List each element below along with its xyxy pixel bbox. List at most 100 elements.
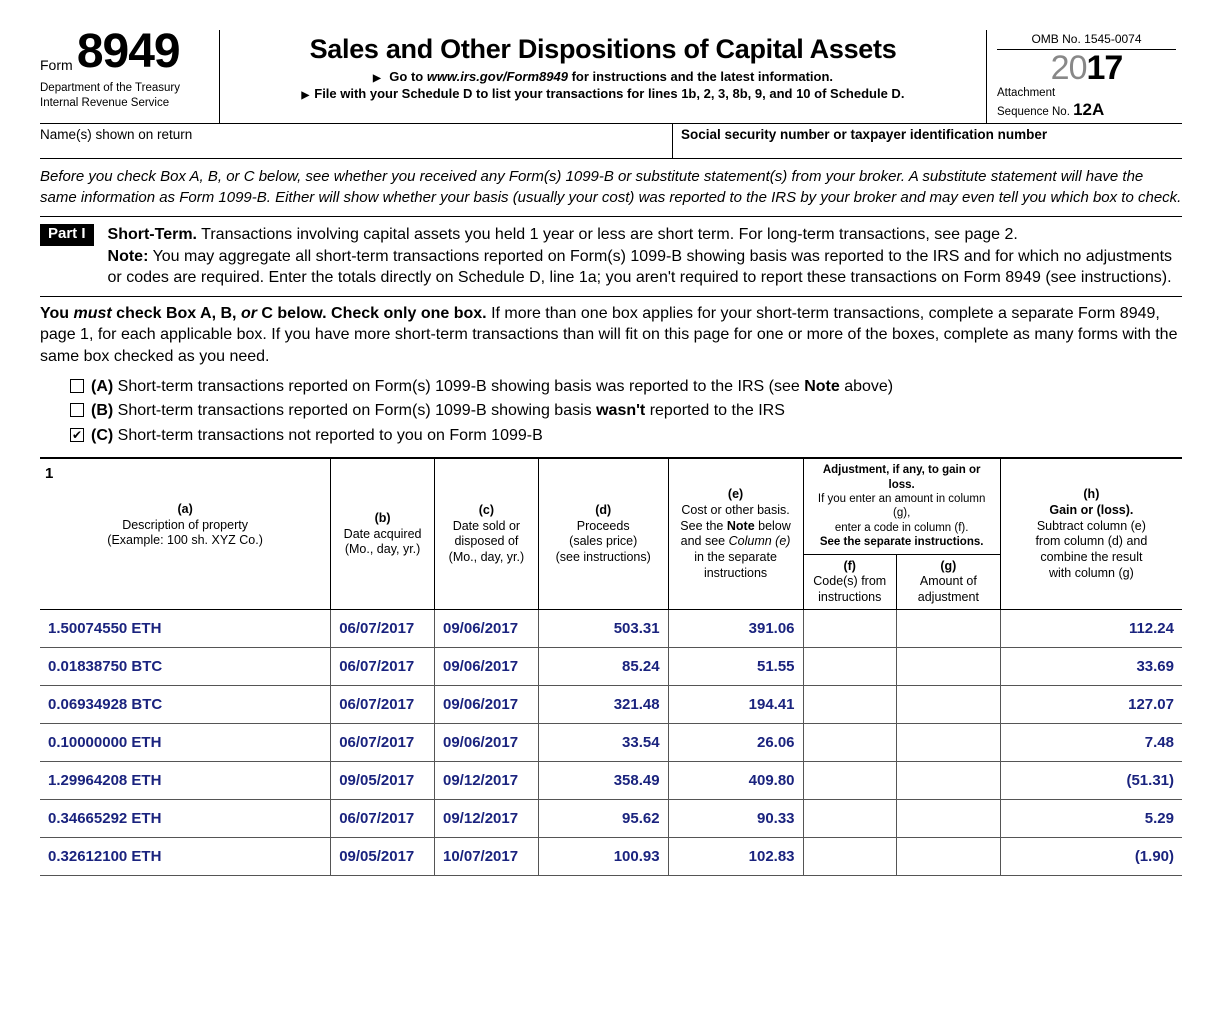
col-e-t3a: and see bbox=[681, 534, 729, 548]
form-header: Form 8949 Department of the Treasury Int… bbox=[40, 30, 1182, 124]
cell-sold: 09/12/2017 bbox=[435, 762, 539, 800]
cell-code bbox=[803, 800, 896, 838]
header-middle: Sales and Other Dispositions of Capital … bbox=[220, 30, 987, 123]
cell-proceeds: 358.49 bbox=[538, 762, 668, 800]
tax-year: 2017 bbox=[997, 51, 1176, 87]
col-f-t2: instructions bbox=[818, 590, 881, 604]
cell-sold: 09/06/2017 bbox=[435, 610, 539, 648]
col-h-t2: Subtract column (e) bbox=[1037, 519, 1146, 533]
omb-number: OMB No. 1545-0074 bbox=[997, 32, 1176, 50]
table-row: 1.50074550 ETH06/07/201709/06/2017503.31… bbox=[40, 610, 1182, 648]
checkbox-c[interactable]: ✔ bbox=[70, 428, 84, 442]
cell-sold: 09/06/2017 bbox=[435, 724, 539, 762]
cell-proceeds: 95.62 bbox=[538, 800, 668, 838]
cell-code bbox=[803, 610, 896, 648]
goto-line: Go to www.irs.gov/Form8949 for instructi… bbox=[228, 69, 978, 84]
col-b-lbl: (b) bbox=[375, 511, 391, 525]
cell-sold: 09/06/2017 bbox=[435, 686, 539, 724]
cell-gain: 112.24 bbox=[1000, 610, 1182, 648]
col-d-t3: (see instructions) bbox=[556, 550, 651, 564]
col-h-lbl: (h) bbox=[1083, 487, 1099, 501]
checkbox-a[interactable] bbox=[70, 379, 84, 393]
col-b-t1: Date acquired bbox=[344, 527, 422, 541]
cell-adjust bbox=[896, 648, 1000, 686]
checkbox-row-a: (A) Short-term transactions reported on … bbox=[70, 376, 1182, 398]
col-f-t1: Code(s) from bbox=[813, 574, 886, 588]
col-c-t2: disposed of bbox=[454, 534, 518, 548]
fg-t3: enter a code in column (f). bbox=[835, 522, 969, 534]
col-e-lbl: (e) bbox=[728, 487, 743, 501]
col-e-t2c: below bbox=[755, 519, 791, 533]
check-a-note: Note bbox=[804, 378, 840, 395]
sequence: Attachment Sequence No. 12A bbox=[997, 87, 1176, 120]
col-e-t2a: See the bbox=[680, 519, 727, 533]
col-d-header: (d) Proceeds (sales price) (see instruct… bbox=[538, 459, 668, 610]
col-e-t3b: Column (e) bbox=[729, 534, 791, 548]
note-text: You may aggregate all short-term transac… bbox=[108, 248, 1173, 287]
col-e-t1: Cost or other basis. bbox=[681, 503, 789, 517]
cell-acquired: 06/07/2017 bbox=[331, 610, 435, 648]
short-term-text: Transactions involving capital assets yo… bbox=[197, 226, 1018, 243]
checkbox-b[interactable] bbox=[70, 403, 84, 417]
preamble-text: Before you check Box A, B, or C below, s… bbox=[40, 159, 1182, 217]
col-b-t2: (Mo., day, yr.) bbox=[345, 542, 420, 556]
cell-basis: 51.55 bbox=[668, 648, 803, 686]
check-a-pre: Short-term transactions reported on Form… bbox=[113, 378, 804, 395]
cell-desc: 0.06934928 BTC bbox=[40, 686, 331, 724]
col-a-header: 1 (a) Description of property (Example: … bbox=[40, 459, 331, 610]
row-1-label: 1 bbox=[45, 465, 53, 482]
table-row: 0.32612100 ETH09/05/201710/07/2017100.93… bbox=[40, 838, 1182, 876]
table-row: 0.34665292 ETH06/07/201709/12/201795.629… bbox=[40, 800, 1182, 838]
cell-adjust bbox=[896, 800, 1000, 838]
cell-proceeds: 100.93 bbox=[538, 838, 668, 876]
transactions-table: 1 (a) Description of property (Example: … bbox=[40, 458, 1182, 876]
form-word: Form bbox=[40, 57, 73, 73]
col-g-header: (g) Amount of adjustment bbox=[896, 554, 1000, 610]
cell-desc: 1.29964208 ETH bbox=[40, 762, 331, 800]
cell-code bbox=[803, 648, 896, 686]
fg-t2: If you enter an amount in column (g), bbox=[818, 493, 986, 519]
cell-code bbox=[803, 838, 896, 876]
goto-prefix: Go to bbox=[389, 69, 427, 84]
col-e-t2b: Note bbox=[727, 519, 755, 533]
cell-adjust bbox=[896, 838, 1000, 876]
cell-gain: (51.31) bbox=[1000, 762, 1182, 800]
cell-gain: 5.29 bbox=[1000, 800, 1182, 838]
mc-b3: C below. Check only one box. bbox=[257, 305, 487, 322]
cell-gain: 7.48 bbox=[1000, 724, 1182, 762]
check-c-letter: (C) bbox=[91, 427, 113, 444]
goto-site: www.irs.gov/Form8949 bbox=[427, 69, 568, 84]
mc-i2: or bbox=[241, 305, 257, 322]
check-a-letter: (A) bbox=[91, 378, 113, 395]
check-a-post: above) bbox=[840, 378, 893, 395]
cell-desc: 0.32612100 ETH bbox=[40, 838, 331, 876]
col-e-t5: instructions bbox=[704, 566, 767, 580]
cell-acquired: 09/05/2017 bbox=[331, 762, 435, 800]
cell-acquired: 09/05/2017 bbox=[331, 838, 435, 876]
part-1-body: Short-Term. Transactions involving capit… bbox=[108, 224, 1182, 289]
col-g-t1: Amount of bbox=[920, 574, 977, 588]
year-prefix: 20 bbox=[1051, 49, 1087, 87]
col-h-t1: Gain or (loss). bbox=[1049, 503, 1133, 517]
note-label: Note: bbox=[108, 248, 149, 265]
check-c-text: Short-term transactions not reported to … bbox=[113, 427, 543, 444]
cell-sold: 09/06/2017 bbox=[435, 648, 539, 686]
col-c-header: (c) Date sold or disposed of (Mo., day, … bbox=[435, 459, 539, 610]
cell-basis: 194.41 bbox=[668, 686, 803, 724]
col-a-t1: Description of property bbox=[122, 518, 248, 532]
cell-code bbox=[803, 724, 896, 762]
col-d-t2: (sales price) bbox=[569, 534, 637, 548]
mc-b1: You bbox=[40, 305, 73, 322]
col-h-t4: combine the result bbox=[1040, 550, 1142, 564]
cell-basis: 102.83 bbox=[668, 838, 803, 876]
table-row: 0.01838750 BTC06/07/201709/06/201785.245… bbox=[40, 648, 1182, 686]
seq-number: 12A bbox=[1073, 100, 1104, 119]
col-f-lbl: (f) bbox=[843, 559, 856, 573]
attachment-label: Attachment bbox=[997, 87, 1055, 99]
mc-b2: check Box A, B, bbox=[112, 305, 241, 322]
cell-code bbox=[803, 762, 896, 800]
cell-desc: 0.10000000 ETH bbox=[40, 724, 331, 762]
table-row: 0.06934928 BTC06/07/201709/06/2017321.48… bbox=[40, 686, 1182, 724]
cell-desc: 0.34665292 ETH bbox=[40, 800, 331, 838]
cell-acquired: 06/07/2017 bbox=[331, 648, 435, 686]
